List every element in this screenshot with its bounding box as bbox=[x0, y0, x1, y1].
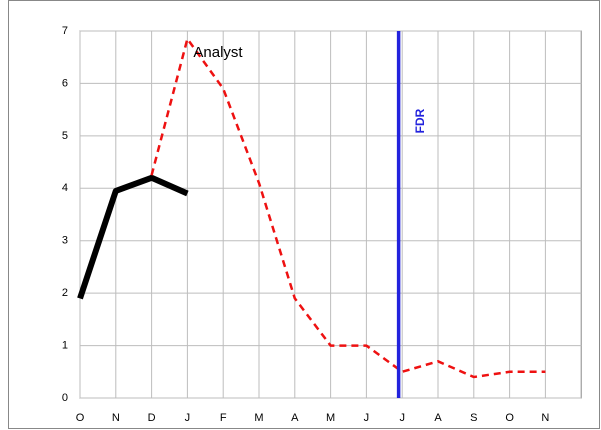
series-line bbox=[77, 174, 189, 300]
y-tick-label: 3 bbox=[62, 235, 68, 247]
y-tick-label: 1 bbox=[62, 339, 68, 351]
x-tick-label: A bbox=[434, 412, 442, 424]
x-tick-label: O bbox=[505, 412, 514, 424]
x-tick-label: J bbox=[399, 412, 405, 424]
y-tick-label: 2 bbox=[62, 287, 68, 299]
x-tick-label: J bbox=[364, 412, 370, 424]
y-tick-label: 0 bbox=[62, 392, 68, 404]
chart-frame bbox=[8, 0, 600, 429]
x-tick-label: N bbox=[112, 412, 120, 424]
x-tick-label: O bbox=[76, 412, 85, 424]
y-tick-label: 6 bbox=[62, 77, 68, 89]
x-tick-label: J bbox=[185, 412, 191, 424]
x-tick-label: A bbox=[291, 412, 299, 424]
x-tick-label: N bbox=[541, 412, 549, 424]
x-tick-label: D bbox=[148, 412, 156, 424]
x-tick-label: M bbox=[326, 412, 335, 424]
y-tick-label: 7 bbox=[62, 25, 68, 37]
series-label: Analyst bbox=[193, 44, 243, 61]
y-tick-label: 5 bbox=[62, 130, 68, 142]
y-tick-label: 4 bbox=[62, 182, 68, 194]
fdr-label: FDR bbox=[413, 108, 427, 133]
x-tick-label: M bbox=[254, 412, 263, 424]
series-line bbox=[150, 37, 546, 379]
x-tick-label: F bbox=[220, 412, 227, 424]
x-tick-label: S bbox=[470, 412, 477, 424]
